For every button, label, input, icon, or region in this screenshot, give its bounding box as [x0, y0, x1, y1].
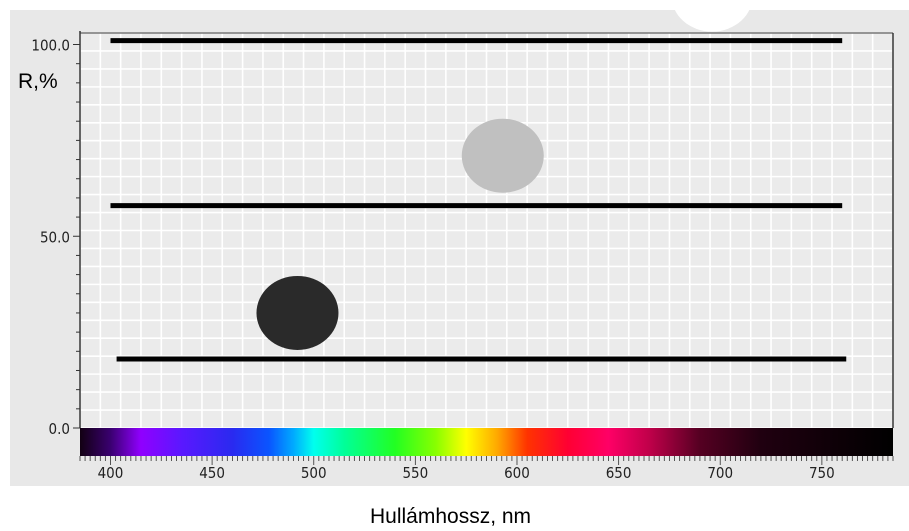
sample-marker-2 [461, 118, 544, 193]
sample-marker-1 [671, 0, 753, 32]
x-tick-label: 500 [301, 464, 327, 482]
y-tick-label: 0.0 [49, 420, 70, 438]
y-tick-label: 100.0 [31, 37, 70, 55]
x-axis-minor-ticks [79, 456, 894, 465]
sample-marker-3 [256, 275, 339, 350]
y-tick-labels: 0.0 50.0 100.0 [31, 37, 70, 438]
x-tick-label: 750 [809, 464, 835, 482]
grid [79, 32, 894, 429]
axes [73, 31, 894, 429]
x-tick-labels: 400 450 500 550 600 650 700 750 [98, 464, 835, 482]
x-axis-title: Hullámhossz, nm [370, 505, 531, 528]
spectrum-bar [80, 428, 893, 456]
x-tick-label: 450 [199, 464, 225, 482]
x-tick-label: 550 [402, 464, 428, 482]
marker-layer [256, 0, 753, 350]
x-tick-label: 650 [606, 464, 632, 482]
x-tick-label: 400 [98, 464, 124, 482]
x-tick-label: 600 [504, 464, 530, 482]
x-tick-label: 700 [707, 464, 733, 482]
y-axis-title: R,% [18, 70, 58, 93]
y-tick-label: 50.0 [40, 228, 70, 246]
series-layer [110, 38, 847, 362]
